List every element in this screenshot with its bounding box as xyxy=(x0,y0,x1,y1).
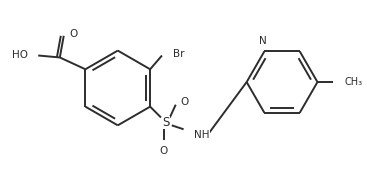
Text: O: O xyxy=(70,29,78,39)
Text: HO: HO xyxy=(12,50,28,61)
Text: Br: Br xyxy=(173,49,184,58)
Text: S: S xyxy=(162,116,170,129)
Text: O: O xyxy=(181,97,189,107)
Text: NH: NH xyxy=(195,130,210,140)
Text: N: N xyxy=(259,36,267,47)
Text: CH₃: CH₃ xyxy=(344,77,362,87)
Text: O: O xyxy=(160,146,168,156)
